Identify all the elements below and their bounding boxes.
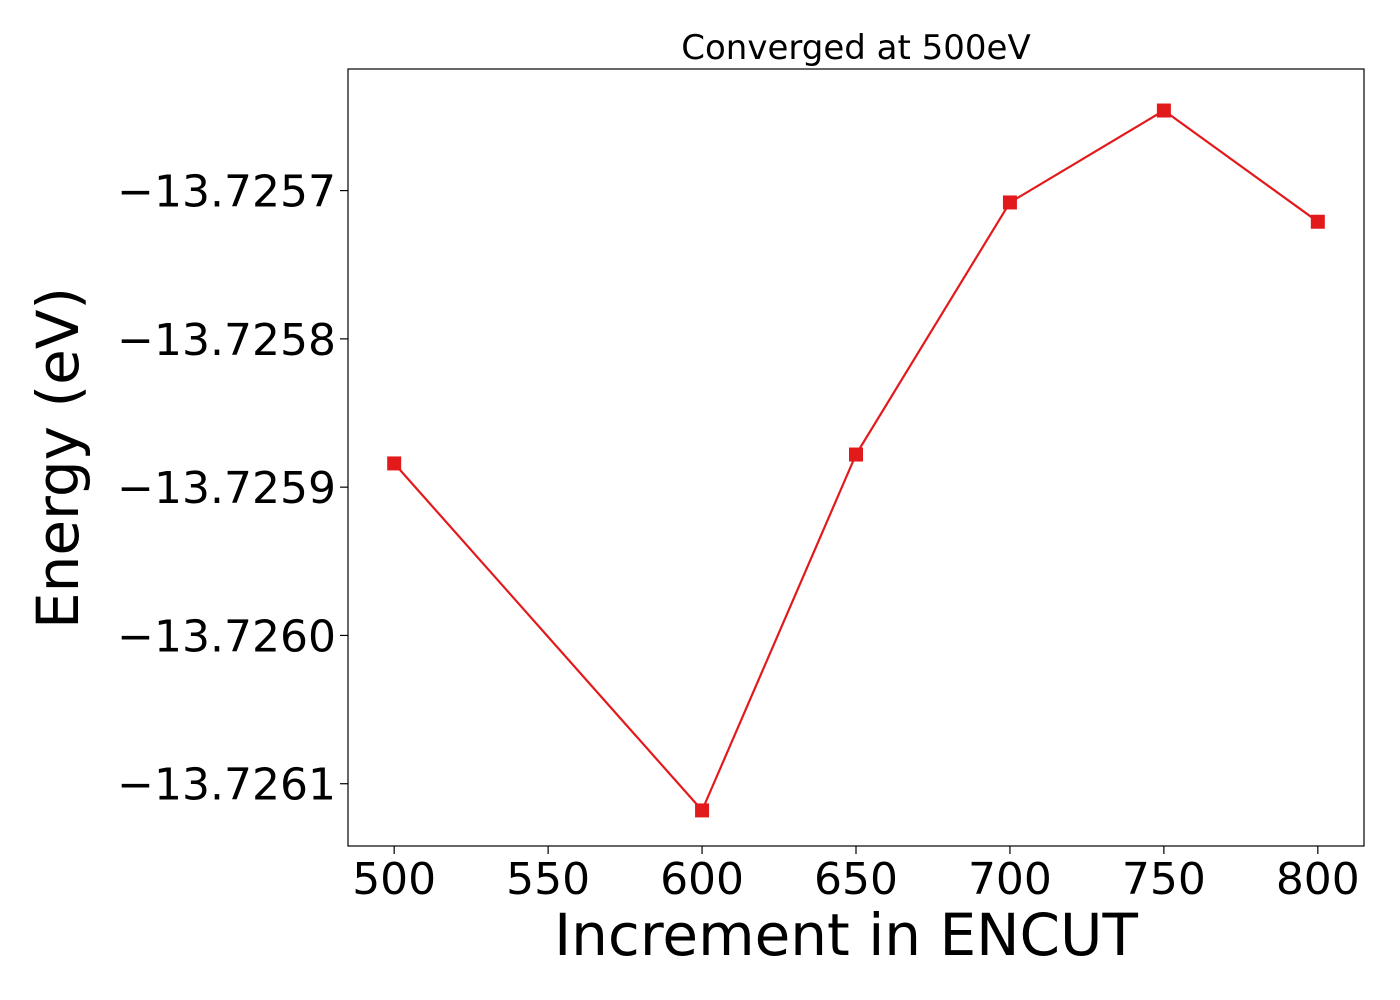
x-ticks: 500 550 600 650 700 750 800 xyxy=(352,846,1360,905)
x-axis-label: Increment in ENCUT xyxy=(554,901,1138,969)
x-tick-label: 800 xyxy=(1276,854,1360,905)
x-tick-label: 600 xyxy=(660,854,744,905)
x-tick-label: 500 xyxy=(352,854,436,905)
x-tick-label: 650 xyxy=(814,854,898,905)
chart-title: Converged at 500eV xyxy=(681,28,1030,68)
data-point-marker xyxy=(1156,103,1171,118)
y-tick-label: −13.7260 xyxy=(117,611,336,662)
y-tick-label: −13.7258 xyxy=(117,315,336,366)
x-tick-label: 750 xyxy=(1122,854,1206,905)
x-tick-label: 550 xyxy=(506,854,590,905)
y-tick-label: −13.7259 xyxy=(117,463,336,514)
data-point-marker xyxy=(1002,195,1017,210)
data-point-marker xyxy=(695,803,710,818)
series-line xyxy=(393,109,1319,813)
y-tick-label: −13.7257 xyxy=(117,167,336,218)
plot-area-frame xyxy=(347,68,1365,847)
data-point-marker xyxy=(387,456,402,471)
series-layer xyxy=(387,103,1325,818)
data-point-marker xyxy=(1310,214,1325,229)
y-axis-label: Energy (eV) xyxy=(24,287,92,629)
x-tick-label: 700 xyxy=(968,854,1052,905)
data-point-marker xyxy=(849,447,863,462)
y-ticks: −13.7261 −13.7260 −13.7259 −13.7258 −13.7257 xyxy=(117,167,348,811)
y-tick-label: −13.7261 xyxy=(117,760,336,811)
